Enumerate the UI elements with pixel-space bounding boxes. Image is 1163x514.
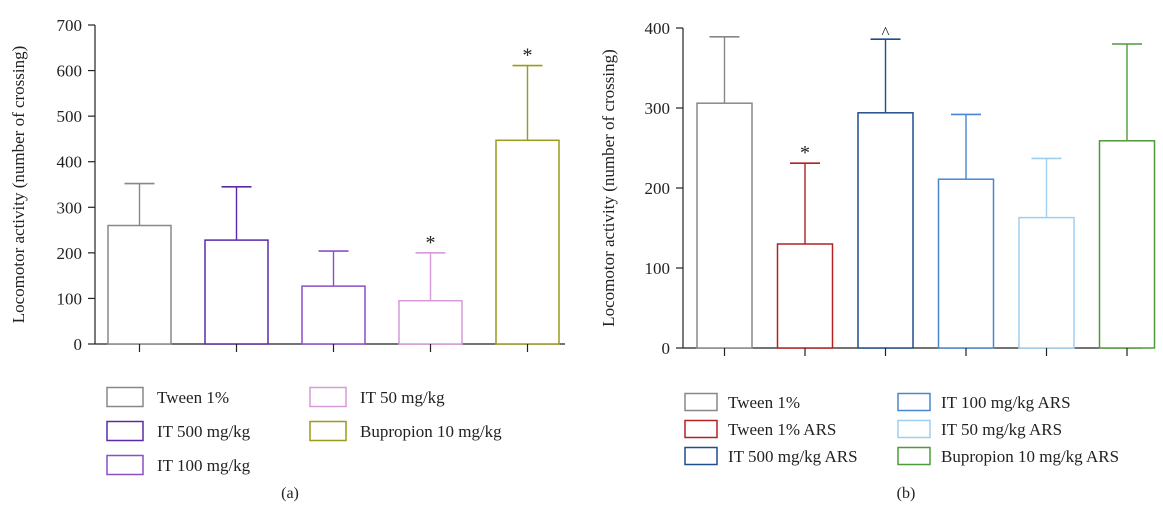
- panel-a-significance-marker: *: [426, 232, 436, 254]
- panel-a-bar: [301, 285, 366, 345]
- panel-a-legend-label: IT 100 mg/kg: [157, 456, 251, 475]
- panel-b-legend-swatch: [897, 446, 931, 466]
- panel-b-bar: [776, 243, 834, 349]
- panel-a-legend-swatch: [309, 386, 347, 408]
- panel-a-panel-label: (a): [281, 485, 299, 502]
- panel-b-legend-label: Tween 1% ARS: [728, 420, 836, 439]
- panel-a-bar: [495, 139, 560, 345]
- panel-b-bar: [1098, 140, 1156, 349]
- panel-a-legend-label: IT 500 mg/kg: [157, 422, 251, 441]
- panel-a-legend-label: IT 50 mg/kg: [360, 388, 445, 407]
- panel-b-legend-swatch: [684, 446, 718, 466]
- panel-b-legend-label: IT 50 mg/kg ARS: [941, 420, 1062, 439]
- panel-b-y-tick-label: 0: [662, 339, 671, 358]
- panel-a-y-tick-label: 400: [57, 153, 83, 172]
- panel-b-bar: [696, 102, 753, 349]
- panel-b-legend-label: Bupropion 10 mg/kg ARS: [941, 447, 1119, 466]
- panel-b-bar: [857, 112, 914, 349]
- panel-a-y-tick-label: 700: [57, 16, 83, 35]
- panel-a-bar: [204, 239, 269, 345]
- panel-a-significance-marker: *: [523, 45, 533, 67]
- panel-b-legend-swatch: [897, 392, 931, 412]
- panel-b-panel-label: (b): [897, 485, 916, 502]
- panel-a-y-tick-label: 100: [57, 289, 83, 308]
- panel-b-y-tick-label: 200: [645, 179, 671, 198]
- panel-b-legend-label: IT 100 mg/kg ARS: [941, 393, 1071, 412]
- panel-b-significance-marker: *: [800, 142, 810, 164]
- panel-b-y-tick-label: 300: [645, 99, 671, 118]
- panel-b-y-axis-title: Locomotor activity (number of crossing): [599, 49, 618, 327]
- panel-a-y-tick-label: 300: [57, 198, 83, 217]
- panel-a-bar: [398, 299, 463, 345]
- panel-b-y-tick-label: 400: [645, 19, 671, 38]
- panel-b-legend-swatch: [897, 419, 931, 439]
- panel-a-y-axis-title: Locomotor activity (number of crossing): [9, 46, 28, 324]
- panel-a-legend-swatch: [309, 420, 347, 442]
- panel-a-y-tick-label: 600: [57, 62, 83, 81]
- panel-b-legend-swatch: [684, 419, 718, 439]
- panel-b-bar: [1018, 216, 1075, 349]
- panel-a-legend-swatch: [106, 454, 144, 476]
- panel-a-y-tick-label: 0: [74, 335, 83, 354]
- panel-a-bar: [107, 224, 172, 345]
- panel-b-y-tick-label: 100: [645, 259, 671, 278]
- panel-b-legend-swatch: [684, 392, 718, 412]
- panel-b-legend-label: Tween 1%: [728, 393, 800, 412]
- panel-a-legend-label: Tween 1%: [157, 388, 229, 407]
- panel-b-bar: [937, 178, 995, 349]
- panel-a-y-tick-label: 200: [57, 244, 83, 263]
- panel-a-chart: 0 100 200 300 400 500 600 700 Locomotor activity…: [9, 16, 565, 502]
- panel-b-chart: 0 100 200 300 400 Locomotor activity (number …: [599, 19, 1156, 502]
- panel-a-y-tick-label: 500: [57, 107, 83, 126]
- panel-a-legend-swatch: [106, 386, 144, 408]
- panel-a-legend-label: Bupropion 10 mg/kg: [360, 422, 502, 441]
- panel-b-significance-marker: ^: [882, 23, 890, 42]
- panel-b-legend-label: IT 500 mg/kg ARS: [728, 447, 858, 466]
- panel-a-legend-swatch: [106, 420, 144, 442]
